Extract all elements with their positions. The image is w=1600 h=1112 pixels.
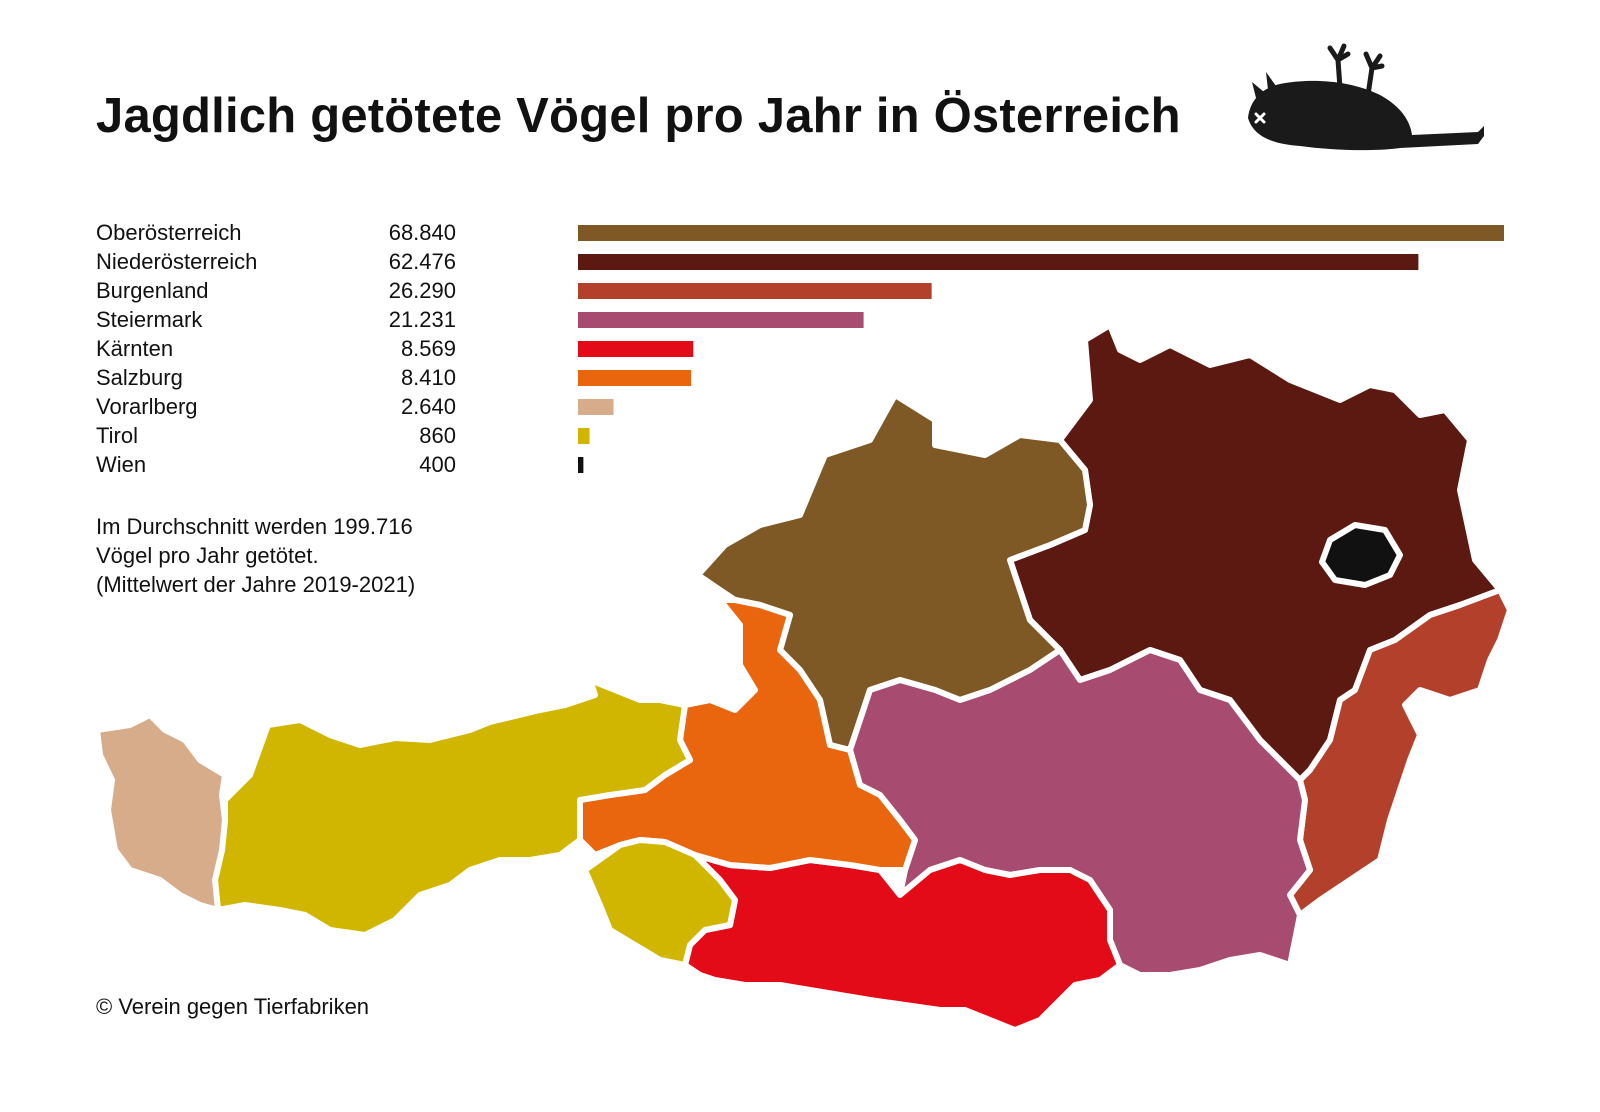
dead-bird-icon — [1248, 43, 1484, 151]
category-label: Kärnten — [96, 336, 174, 361]
page-title: Jagdlich getötete Vögel pro Jahr in Öste… — [96, 89, 1181, 143]
map-region-vorarlberg — [94, 712, 228, 913]
copyright-credit: © Verein gegen Tierfabriken — [96, 994, 370, 1019]
bar-1 — [578, 254, 1419, 270]
bar-6 — [578, 399, 614, 415]
map-region-wien — [1319, 522, 1403, 588]
value-label: 8.569 — [400, 336, 456, 361]
bar-5 — [578, 370, 692, 386]
category-label: Steiermark — [96, 307, 203, 332]
map-region-kaernten — [682, 852, 1123, 1033]
category-label: Vorarlberg — [96, 394, 198, 419]
category-label: Salzburg — [96, 365, 183, 390]
value-label: 26.290 — [388, 278, 456, 303]
map-region-tirol — [212, 677, 693, 938]
bar-chart — [578, 225, 1504, 473]
value-label: 400 — [419, 452, 456, 477]
bar-3 — [578, 312, 864, 328]
bar-7 — [578, 428, 590, 444]
value-label: 68.840 — [388, 220, 456, 245]
category-label: Oberösterreich — [96, 220, 242, 245]
value-label: 62.476 — [388, 249, 456, 274]
map-region-osttirol — [582, 837, 738, 968]
value-label: 860 — [419, 423, 456, 448]
note-line-1: Im Durchschnitt werden 199.716 — [96, 514, 413, 539]
map-region-burgenland — [1287, 587, 1513, 918]
average-note: Im Durchschnitt werden 199.716 Vögel pro… — [96, 512, 415, 599]
category-label: Tirol — [96, 423, 138, 448]
value-label: 8.410 — [400, 365, 456, 390]
bar-4 — [578, 341, 694, 357]
bar-2 — [578, 283, 932, 299]
value-label: 2.640 — [400, 394, 456, 419]
value-label: 21.231 — [388, 307, 456, 332]
bar-8 — [578, 457, 584, 473]
note-line-2: Vögel pro Jahr getötet. — [96, 543, 319, 568]
bar-0 — [578, 225, 1504, 241]
note-line-3: (Mittelwert der Jahre 2019-2021) — [96, 572, 416, 597]
category-label: Burgenland — [96, 278, 209, 303]
category-label: Wien — [96, 452, 147, 477]
category-label: Niederösterreich — [96, 249, 258, 274]
